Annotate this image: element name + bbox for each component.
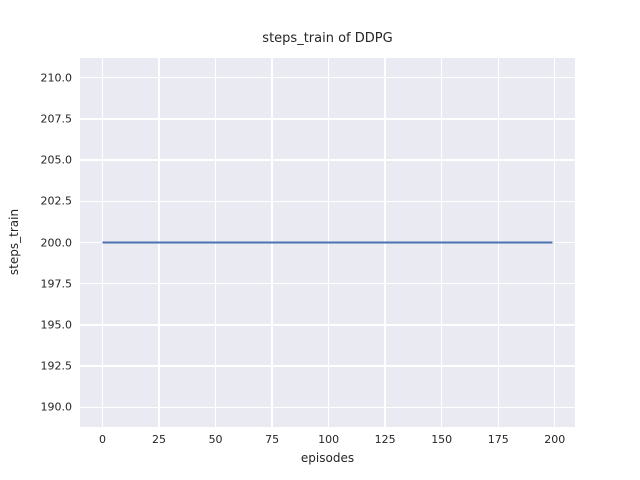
x-axis-label: episodes <box>300 451 355 465</box>
y-tick-label: 200.0 <box>40 236 73 249</box>
data-series-layer <box>102 241 553 244</box>
x-tick-label: 150 <box>431 433 453 446</box>
y-tick-label: 195.0 <box>40 318 73 332</box>
x-tick-label: 25 <box>152 433 167 446</box>
y-tick-label: 192.5 <box>40 359 73 373</box>
gridline-horizontal <box>80 282 575 285</box>
gridline-horizontal <box>80 118 575 120</box>
x-tick-label: 200 <box>544 433 566 446</box>
plot-area <box>80 58 575 427</box>
gridline-horizontal <box>80 159 575 161</box>
x-tick-label: 75 <box>265 433 280 446</box>
gridline-horizontal <box>80 324 575 326</box>
y-tick-label: 207.5 <box>40 112 73 126</box>
y-axis-label: steps_train <box>7 208 21 276</box>
chart-title: steps_train of DDPG <box>262 31 393 46</box>
gridline-horizontal <box>80 77 575 79</box>
y-tick-label: 197.5 <box>40 277 73 291</box>
y-tick-label: 202.5 <box>40 194 73 208</box>
x-tick-label: 125 <box>374 433 396 446</box>
y-tick-label: 210.0 <box>40 71 73 85</box>
gridline-horizontal <box>80 365 575 367</box>
x-tick-label: 175 <box>487 433 509 446</box>
gridline-horizontal <box>80 200 575 202</box>
y-tick-label: 205.0 <box>40 153 73 167</box>
gridline-horizontal <box>80 406 575 408</box>
x-tick-label: 100 <box>318 433 340 446</box>
x-tick-label: 0 <box>99 433 106 446</box>
y-tick-label: 190.0 <box>40 400 73 414</box>
x-tick-label: 50 <box>208 433 223 446</box>
